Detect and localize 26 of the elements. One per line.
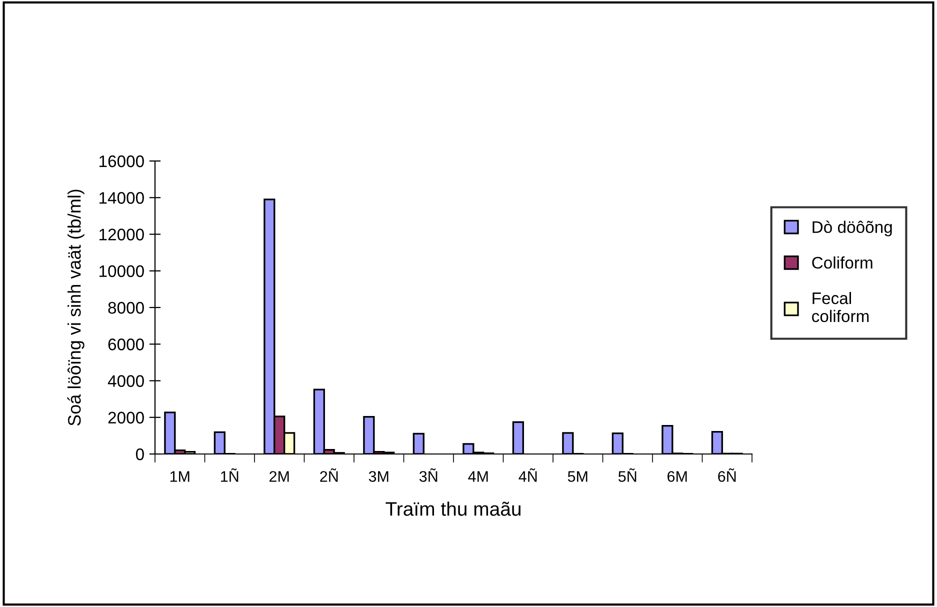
y-tick-label: 0: [136, 448, 144, 460]
x-tick-label: 1M: [170, 471, 190, 482]
legend-label: Fecal coliform: [812, 292, 869, 322]
x-tick-label: 6M: [668, 471, 687, 482]
x-tick-label: 3M: [368, 471, 388, 482]
y-tick-label: 2000: [108, 412, 144, 424]
x-tick-label: 1Ñ: [221, 468, 238, 482]
y-tick-label: 14000: [100, 192, 144, 204]
legend-label: Coliform: [812, 256, 872, 269]
x-axis-title: Traïm thu maãu: [386, 502, 520, 516]
y-tick-label: 8000: [108, 302, 144, 314]
y-tick-label: 10000: [100, 265, 144, 278]
x-tick-label: 4M: [468, 471, 488, 482]
x-tick-label: 4Ñ: [518, 468, 537, 482]
legend-label: Dò döôõng: [812, 220, 892, 236]
y-tick-label: 12000: [100, 228, 144, 240]
x-tick-label: 6Ñ: [718, 468, 736, 482]
x-tick-label: 2Ñ: [320, 468, 338, 482]
x-tick-label: 5M: [568, 471, 588, 482]
y-tick-label: 16000: [100, 155, 144, 168]
y-tick-label: 4000: [108, 375, 144, 387]
x-tick-label: 3Ñ: [419, 468, 438, 482]
x-tick-label: 2M: [270, 471, 289, 482]
x-tick-label: 5Ñ: [618, 468, 636, 482]
y-axis-title: Soá löôïng vi sinh vaät (tb/ml): [67, 190, 84, 426]
y-tick-label: 6000: [108, 338, 144, 350]
